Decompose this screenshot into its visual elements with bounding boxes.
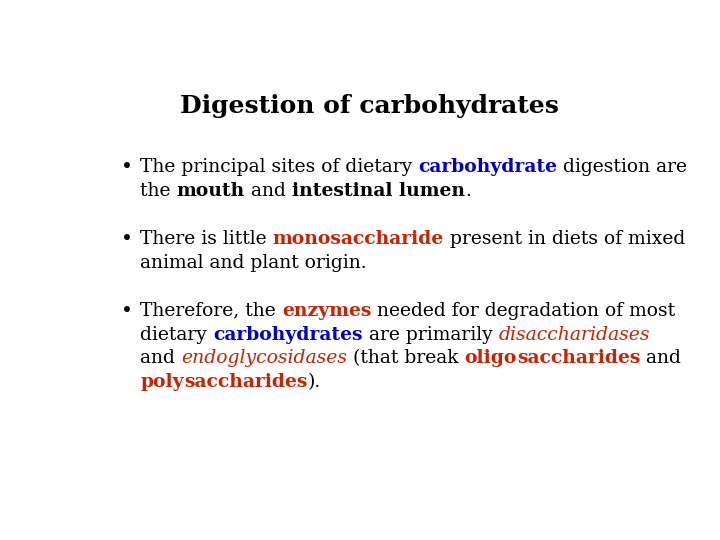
Text: .: . bbox=[465, 182, 471, 200]
Text: saccharides: saccharides bbox=[184, 373, 307, 391]
Text: (that break: (that break bbox=[347, 349, 464, 367]
Text: dietary: dietary bbox=[140, 326, 213, 343]
Text: the: the bbox=[140, 182, 176, 200]
Text: •: • bbox=[121, 158, 132, 177]
Text: poly: poly bbox=[140, 373, 184, 391]
Text: present in diets of mixed: present in diets of mixed bbox=[444, 230, 685, 248]
Text: intestinal lumen: intestinal lumen bbox=[292, 182, 465, 200]
Text: •: • bbox=[121, 230, 132, 249]
Text: •: • bbox=[121, 302, 132, 321]
Text: carbohydrates: carbohydrates bbox=[213, 326, 363, 343]
Text: carbohydrate: carbohydrate bbox=[418, 158, 557, 177]
Text: needed for degradation of most: needed for degradation of most bbox=[372, 302, 675, 320]
Text: ).: ). bbox=[307, 373, 320, 391]
Text: and: and bbox=[245, 182, 292, 200]
Text: enzymes: enzymes bbox=[282, 302, 372, 320]
Text: Digestion of carbohydrates: Digestion of carbohydrates bbox=[179, 94, 559, 118]
Text: There is little: There is little bbox=[140, 230, 273, 248]
Text: monosaccharide: monosaccharide bbox=[273, 230, 444, 248]
Text: saccharides: saccharides bbox=[517, 349, 640, 367]
Text: and: and bbox=[140, 349, 181, 367]
Text: are primarily: are primarily bbox=[363, 326, 498, 343]
Text: mouth: mouth bbox=[176, 182, 245, 200]
Text: digestion are: digestion are bbox=[557, 158, 688, 177]
Text: The principal sites of dietary: The principal sites of dietary bbox=[140, 158, 418, 177]
Text: oligo: oligo bbox=[464, 349, 517, 367]
Text: and: and bbox=[640, 349, 681, 367]
Text: endoglycosidases: endoglycosidases bbox=[181, 349, 347, 367]
Text: animal and plant origin.: animal and plant origin. bbox=[140, 254, 367, 272]
Text: Therefore, the: Therefore, the bbox=[140, 302, 282, 320]
Text: disaccharidases: disaccharidases bbox=[498, 326, 650, 343]
